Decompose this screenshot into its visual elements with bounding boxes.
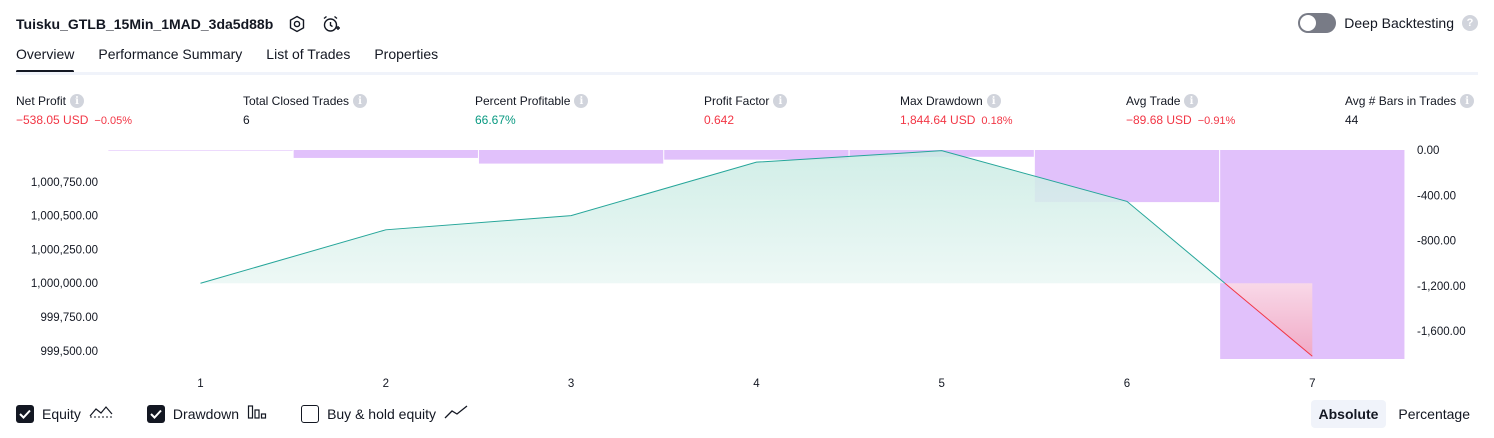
- metric-net-profit: Net Profit i −538.05 USD −0.05%: [16, 94, 132, 127]
- metric-value: 66.67%: [475, 113, 516, 127]
- y-tick-label: 1,000,000.00: [31, 278, 98, 290]
- drawdown-bar: [108, 150, 293, 151]
- legend-drawdown[interactable]: Drawdown: [146, 404, 267, 423]
- chart-legend: Equity Drawdown Buy & hold equity: [16, 404, 502, 423]
- info-icon[interactable]: i: [1184, 94, 1199, 108]
- y-tick-label: 999,750.00: [40, 312, 98, 324]
- metric-label: Profit Factor: [704, 94, 770, 108]
- scale-toggle: Absolute Percentage: [1310, 400, 1479, 428]
- metric-label: Avg Trade: [1126, 94, 1181, 108]
- equity-checkbox[interactable]: [16, 404, 34, 423]
- x-tick-label: 2: [383, 378, 389, 390]
- equity-line-icon: [89, 404, 113, 423]
- drawdown-y-axis: 0.00 -400.00 -800.00 -1,200.00 -1,600.00: [1417, 145, 1466, 338]
- metric-percent: 0.18%: [981, 115, 1013, 127]
- metric-label: Percent Profitable: [475, 94, 571, 108]
- drawdown-tick-label: 0.00: [1417, 145, 1439, 157]
- x-tick-label: 6: [1124, 378, 1130, 390]
- metric-total-closed-trades: Total Closed Trades i 6: [243, 94, 368, 127]
- x-axis: 1 2 3 4 5 6 7: [197, 378, 1315, 390]
- x-tick-label: 7: [1309, 378, 1315, 390]
- drawdown-checkbox[interactable]: [146, 404, 165, 423]
- help-icon[interactable]: ?: [1462, 15, 1478, 31]
- drawdown-bar: [478, 150, 664, 164]
- metric-label: Max Drawdown: [900, 94, 983, 108]
- drawdown-tick-label: -1,200.00: [1417, 281, 1466, 293]
- report-tabs: Overview Performance Summary List of Tra…: [16, 46, 439, 73]
- drawdown-tick-label: -400.00: [1417, 190, 1456, 202]
- legend-buy-hold-equity[interactable]: Buy & hold equity: [301, 404, 468, 423]
- metric-avg-bars-in-trades: Avg # Bars in Trades i 44: [1345, 94, 1475, 127]
- add-alert-clock-icon[interactable]: [321, 14, 341, 34]
- equity-fill-area: [200, 150, 1225, 284]
- equity-loss-line: [1224, 282, 1313, 357]
- x-tick-label: 5: [938, 378, 944, 390]
- deep-backtesting: Deep Backtesting ?: [1298, 13, 1478, 33]
- metric-percent-profitable: Percent Profitable i 66.67%: [475, 94, 589, 127]
- equity-line: [200, 150, 1226, 284]
- drawdown-bars-icon: [247, 404, 267, 423]
- metric-value: 44: [1345, 113, 1359, 127]
- legend-label: Equity: [42, 405, 81, 422]
- x-tick-label: 1: [197, 378, 203, 390]
- info-icon[interactable]: i: [773, 94, 788, 108]
- x-tick-label: 4: [753, 378, 760, 390]
- drawdown-bar: [664, 150, 849, 160]
- metric-profit-factor: Profit Factor i 0.642: [704, 94, 788, 127]
- deep-backtesting-toggle[interactable]: [1298, 13, 1337, 33]
- metric-label: Net Profit: [16, 94, 67, 108]
- tab-properties[interactable]: Properties: [374, 46, 439, 62]
- metric-value: 1,844.64 USD: [900, 113, 976, 127]
- legend-equity[interactable]: Equity: [16, 404, 113, 423]
- report-header: Tuisku_GTLB_15Min_1MAD_3da5d88b: [16, 12, 341, 36]
- legend-label: Buy & hold equity: [327, 405, 437, 422]
- metric-value: 6: [243, 113, 250, 127]
- y-tick-label: 999,500.00: [40, 346, 98, 358]
- metric-label: Total Closed Trades: [243, 94, 350, 108]
- info-icon[interactable]: i: [574, 94, 589, 108]
- tabs-divider: [16, 72, 1478, 75]
- metric-percent: −0.91%: [1197, 115, 1236, 127]
- metric-label: Avg # Bars in Trades: [1345, 94, 1457, 108]
- info-icon[interactable]: i: [70, 94, 85, 108]
- drawdown-tick-label: -1,600.00: [1417, 326, 1466, 338]
- buy-hold-line-icon: [444, 404, 468, 423]
- percentage-button[interactable]: Percentage: [1398, 406, 1470, 422]
- metric-value: −89.68 USD: [1126, 113, 1192, 127]
- y-tick-label: 1,000,250.00: [31, 244, 98, 256]
- settings-hex-icon[interactable]: [287, 14, 307, 34]
- strategy-name: Tuisku_GTLB_15Min_1MAD_3da5d88b: [16, 16, 274, 32]
- y-tick-label: 1,000,750.00: [31, 177, 98, 189]
- metric-value: −538.05 USD: [16, 113, 89, 127]
- equity-drawdown-chart: 1,000,750.00 1,000,500.00 1,000,250.00 1,00…: [31, 145, 1466, 390]
- info-icon[interactable]: i: [1460, 94, 1475, 108]
- equity-y-axis: 1,000,750.00 1,000,500.00 1,000,250.00 1,00…: [31, 177, 98, 358]
- metric-value: 0.642: [704, 113, 735, 127]
- absolute-button[interactable]: Absolute: [1310, 400, 1387, 428]
- drawdown-tick-label: -800.00: [1417, 236, 1456, 248]
- buy-hold-checkbox[interactable]: [301, 404, 320, 423]
- tab-overview[interactable]: Overview: [16, 46, 75, 73]
- legend-label: Drawdown: [172, 405, 240, 422]
- info-icon[interactable]: i: [353, 94, 368, 108]
- tab-performance-summary[interactable]: Performance Summary: [98, 46, 243, 62]
- toggle-knob: [1300, 15, 1317, 31]
- info-icon[interactable]: i: [986, 94, 1001, 108]
- deep-backtesting-label: Deep Backtesting: [1344, 15, 1454, 31]
- drawdown-bar: [293, 150, 478, 158]
- metric-max-drawdown: Max Drawdown i 1,844.64 USD 0.18%: [900, 94, 1013, 127]
- metric-avg-trade: Avg Trade i −89.68 USD −0.91%: [1126, 94, 1235, 127]
- x-tick-label: 3: [568, 378, 574, 390]
- equity-area: [200, 150, 1313, 357]
- y-tick-label: 1,000,500.00: [31, 211, 98, 223]
- metric-percent: −0.05%: [94, 115, 133, 127]
- tab-list-of-trades[interactable]: List of Trades: [266, 46, 351, 62]
